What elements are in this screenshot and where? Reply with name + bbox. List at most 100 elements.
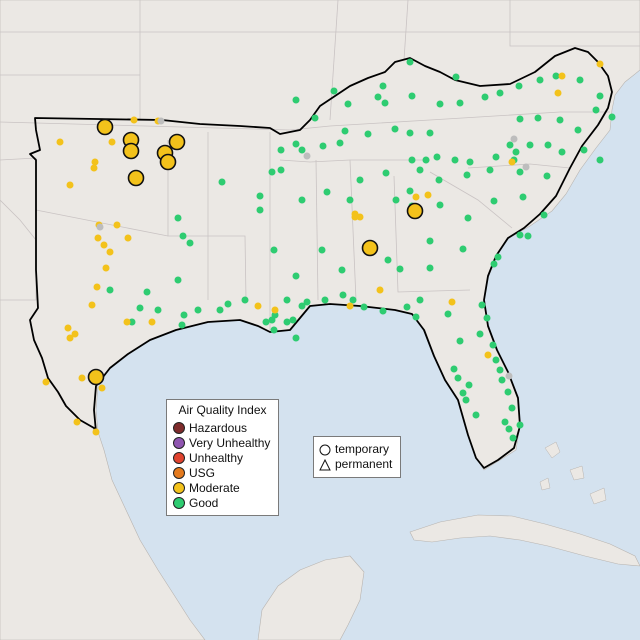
good-monitor-marker xyxy=(462,396,470,404)
good-monitor-marker xyxy=(452,73,460,81)
moderate-monitor-marker xyxy=(102,264,110,272)
moderate-monitor-marker xyxy=(56,138,64,146)
moderate-monitor-marker xyxy=(148,318,156,326)
good-monitor-marker xyxy=(277,166,285,174)
good-monitors xyxy=(106,58,616,442)
good-monitor-marker xyxy=(516,168,524,176)
good-monitor-marker xyxy=(596,156,604,164)
good-monitor-marker xyxy=(262,318,270,326)
good-monitor-marker xyxy=(292,334,300,342)
unhealthy-swatch xyxy=(173,452,185,464)
good-monitor-marker xyxy=(444,310,452,318)
good-monitor-marker xyxy=(524,232,532,240)
good-monitor-marker xyxy=(382,169,390,177)
good-monitor-marker xyxy=(194,306,202,314)
good-monitor-marker xyxy=(216,306,224,314)
aqi-legend-title: Air Quality Index xyxy=(178,403,267,417)
good-monitor-marker xyxy=(323,188,331,196)
good-monitor-marker xyxy=(494,253,502,261)
moderate-monitor-marker xyxy=(484,351,492,359)
legend-item-very-unhealthy: Very Unhealthy xyxy=(173,436,270,450)
moderate-monitor-marker xyxy=(448,298,456,306)
good-monitor-marker xyxy=(540,211,548,219)
moderate-monitor-marker xyxy=(94,234,102,242)
good-monitor-marker xyxy=(292,140,300,148)
good-monitor-marker xyxy=(336,139,344,147)
temporary-moderate-monitor-marker xyxy=(406,202,424,220)
good-monitor-marker xyxy=(303,298,311,306)
good-monitor-marker xyxy=(465,381,473,389)
region-outline xyxy=(29,47,613,469)
good-monitor-marker xyxy=(289,316,297,324)
moderate-monitor-marker xyxy=(100,241,108,249)
good-monitor-marker xyxy=(509,434,517,442)
good-monitor-marker xyxy=(268,316,276,324)
legend-item-hazardous: Hazardous xyxy=(173,421,247,435)
good-monitor-marker xyxy=(592,106,600,114)
good-monitor-marker xyxy=(406,187,414,195)
good-monitor-marker xyxy=(408,92,416,100)
good-monitor-marker xyxy=(318,246,326,254)
moderate-monitor-marker xyxy=(92,428,100,436)
good-monitor-marker xyxy=(435,176,443,184)
good-monitor-marker xyxy=(344,100,352,108)
yucatan xyxy=(257,555,365,640)
good-monitor-marker xyxy=(459,245,467,253)
good-monitor-marker xyxy=(483,314,491,322)
good-monitor-marker xyxy=(536,76,544,84)
good-monitor-marker xyxy=(433,153,441,161)
good-monitor-marker xyxy=(360,303,368,311)
moderate-monitor-marker xyxy=(124,234,132,242)
nodata-monitors xyxy=(96,117,530,380)
good-monitor-marker xyxy=(391,125,399,133)
good-monitor-marker xyxy=(311,114,319,122)
state-borders xyxy=(0,0,640,330)
good-monitor-marker xyxy=(339,291,347,299)
good-monitor-marker xyxy=(392,196,400,204)
moderate-monitor-marker xyxy=(554,89,562,97)
good-monitor-marker xyxy=(268,168,276,176)
good-monitor-marker xyxy=(496,89,504,97)
moderate-monitor-marker xyxy=(93,283,101,291)
good-monitor-marker xyxy=(492,153,500,161)
good-monitor-marker xyxy=(516,231,524,239)
legend-item-permanent: permanent xyxy=(319,457,392,471)
good-monitor-marker xyxy=(174,276,182,284)
nodata-monitor-marker xyxy=(505,372,513,380)
legend-item-unhealthy: Unhealthy xyxy=(173,451,243,465)
good-monitor-marker xyxy=(506,141,514,149)
nodata-monitor-marker xyxy=(303,152,311,160)
moderate-monitor-marker xyxy=(558,72,566,80)
good-monitor-marker xyxy=(298,146,306,154)
good-monitor-marker xyxy=(292,96,300,104)
moderate-monitor-marker xyxy=(351,213,359,221)
good-monitor-marker xyxy=(224,300,232,308)
monitor-type-legend: temporary permanent xyxy=(313,436,401,478)
good-monitor-marker xyxy=(283,296,291,304)
good-monitor-marker xyxy=(298,302,306,310)
legend-item-usg: USG xyxy=(173,466,215,480)
good-monitor-marker xyxy=(608,113,616,121)
good-monitor-marker xyxy=(403,303,411,311)
legend-item-good: Good xyxy=(173,496,218,510)
good-monitor-marker xyxy=(576,76,584,84)
moderate-monitor-marker xyxy=(66,181,74,189)
good-monitor-marker xyxy=(379,307,387,315)
good-swatch xyxy=(173,497,185,509)
good-monitor-marker xyxy=(505,425,513,433)
moderate-monitor-marker xyxy=(42,378,50,386)
good-monitor-marker xyxy=(412,313,420,321)
temporary-moderate-monitor-marker xyxy=(127,169,145,187)
moderate-monitor-marker xyxy=(346,302,354,310)
bahamas xyxy=(539,441,607,505)
good-monitor-marker xyxy=(436,201,444,209)
temporary-moderate-monitor-marker xyxy=(87,368,105,386)
good-monitor-marker xyxy=(256,192,264,200)
good-monitor-marker xyxy=(270,246,278,254)
moderate-monitor-marker xyxy=(596,60,604,68)
good-monitor-marker xyxy=(270,326,278,334)
good-monitor-marker xyxy=(180,311,188,319)
temporary-moderate-monitor-marker xyxy=(159,153,177,171)
moderate-monitor-marker xyxy=(271,306,279,314)
